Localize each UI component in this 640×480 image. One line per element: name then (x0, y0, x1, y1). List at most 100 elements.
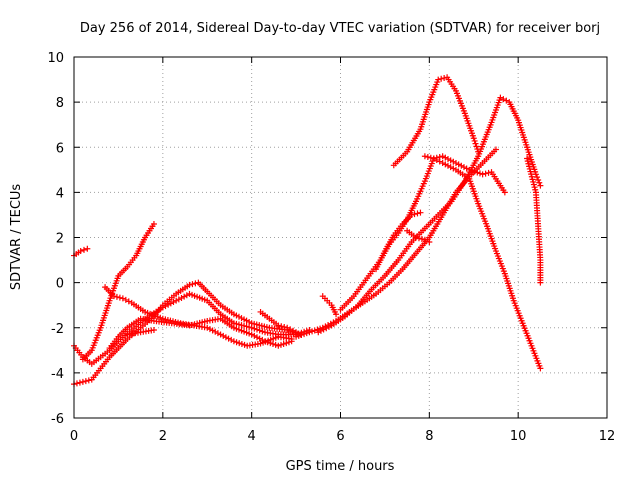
data-point (272, 341, 279, 348)
data-point (447, 157, 454, 164)
data-point (472, 140, 479, 147)
data-point (441, 75, 448, 82)
data-point (170, 299, 177, 306)
data-point (248, 331, 255, 338)
data-point (248, 324, 255, 331)
data-point (76, 379, 83, 386)
data-point (442, 154, 449, 161)
y-tick-label: -2 (51, 322, 64, 337)
data-point (189, 281, 196, 288)
data-point (311, 327, 318, 334)
data-point (277, 341, 284, 348)
data-point (175, 296, 182, 303)
series-arc-q (257, 308, 300, 336)
data-point (530, 181, 537, 188)
series-arc-k (421, 153, 508, 196)
data-point (534, 174, 541, 181)
y-tick-label: 2 (56, 232, 64, 247)
series-arc-p (319, 293, 340, 318)
series-arc-f (124, 327, 157, 338)
x-tick-label: 8 (425, 429, 433, 444)
series-arc-j (390, 74, 482, 169)
series-arc-m (373, 209, 424, 273)
data-point (73, 380, 80, 387)
data-point (325, 323, 332, 330)
data-point (528, 171, 535, 178)
data-point (421, 236, 428, 243)
data-point (537, 182, 544, 189)
data-point (283, 340, 290, 347)
data-point (447, 164, 454, 171)
data-point (418, 236, 425, 243)
data-point (527, 168, 534, 175)
data-point (455, 161, 462, 168)
data-point (537, 279, 544, 286)
x-tick-label: 2 (159, 429, 167, 444)
y-tick-label: -6 (51, 412, 64, 427)
data-point (470, 135, 477, 142)
data-layer (71, 74, 544, 388)
data-point (314, 326, 321, 333)
data-point (435, 76, 442, 83)
data-point (526, 163, 533, 170)
data-point (309, 328, 316, 335)
data-point (261, 338, 268, 345)
data-point (267, 340, 274, 347)
data-point (275, 342, 282, 349)
x-tick-label: 6 (336, 429, 344, 444)
data-point (220, 332, 227, 339)
data-point (275, 322, 282, 329)
data-point (84, 245, 91, 252)
data-point (183, 292, 190, 299)
data-point (298, 331, 305, 338)
data-point (281, 323, 288, 330)
y-tick-label: 8 (56, 96, 64, 111)
data-point (315, 329, 322, 336)
data-point (116, 294, 123, 301)
series-arc-e (102, 284, 295, 349)
data-point (295, 332, 302, 339)
data-point (439, 160, 446, 167)
data-point (317, 327, 324, 334)
data-point (442, 161, 449, 168)
data-point (251, 332, 258, 339)
data-point (212, 328, 219, 335)
series-arc-o (524, 155, 544, 286)
y-axis-label: SDTVAR / TECUs (9, 184, 24, 291)
data-point (452, 160, 459, 167)
data-point (293, 329, 300, 336)
data-point (471, 137, 478, 144)
data-point (301, 331, 308, 338)
data-point (536, 179, 543, 186)
data-point (236, 340, 243, 347)
data-point (253, 334, 260, 341)
data-point (450, 165, 457, 172)
data-point (256, 327, 263, 334)
data-point (150, 327, 157, 334)
data-point (204, 324, 211, 331)
data-point (474, 146, 481, 153)
data-point (253, 326, 260, 333)
chart-title: Day 256 of 2014, Sidereal Day-to-day VTE… (80, 21, 600, 36)
data-point (524, 155, 531, 162)
data-point (225, 335, 232, 342)
data-point (468, 167, 475, 174)
data-point (531, 184, 538, 191)
data-point (476, 170, 483, 177)
data-point (537, 365, 544, 372)
y-tick-label: -4 (51, 367, 64, 382)
data-point (181, 293, 188, 300)
data-point (444, 155, 451, 162)
data-point (173, 297, 180, 304)
data-point (414, 210, 421, 217)
data-point (439, 153, 446, 160)
tick-layer: 0 2 4 6 8 10 12 -6 -4 -2 0 2 4 6 8 10 (47, 51, 615, 444)
data-point (424, 154, 431, 161)
data-point (421, 153, 428, 160)
data-point (85, 377, 92, 384)
data-point (458, 162, 465, 169)
data-point (256, 335, 263, 342)
data-point (492, 146, 499, 153)
